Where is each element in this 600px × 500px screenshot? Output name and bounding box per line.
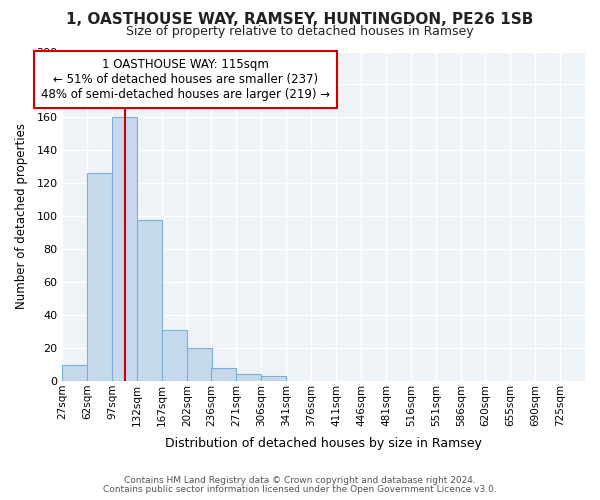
Bar: [112, 118, 137, 381]
Bar: [261, 376, 286, 381]
Text: 1 OASTHOUSE WAY: 115sqm
← 51% of detached houses are smaller (237)
48% of semi-d: 1 OASTHOUSE WAY: 115sqm ← 51% of detache…: [41, 58, 330, 101]
Bar: [236, 374, 261, 381]
Text: 1, OASTHOUSE WAY, RAMSEY, HUNTINGDON, PE26 1SB: 1, OASTHOUSE WAY, RAMSEY, HUNTINGDON, PE…: [67, 12, 533, 28]
Bar: [87, 174, 112, 381]
Bar: [62, 364, 87, 381]
Text: Contains public sector information licensed under the Open Government Licence v3: Contains public sector information licen…: [103, 485, 497, 494]
X-axis label: Distribution of detached houses by size in Ramsey: Distribution of detached houses by size …: [165, 437, 482, 450]
Y-axis label: Number of detached properties: Number of detached properties: [15, 123, 28, 309]
Text: Size of property relative to detached houses in Ramsey: Size of property relative to detached ho…: [126, 25, 474, 38]
Bar: [162, 330, 187, 381]
Bar: [137, 220, 162, 381]
Bar: [187, 348, 212, 381]
Bar: [211, 368, 236, 381]
Text: Contains HM Land Registry data © Crown copyright and database right 2024.: Contains HM Land Registry data © Crown c…: [124, 476, 476, 485]
